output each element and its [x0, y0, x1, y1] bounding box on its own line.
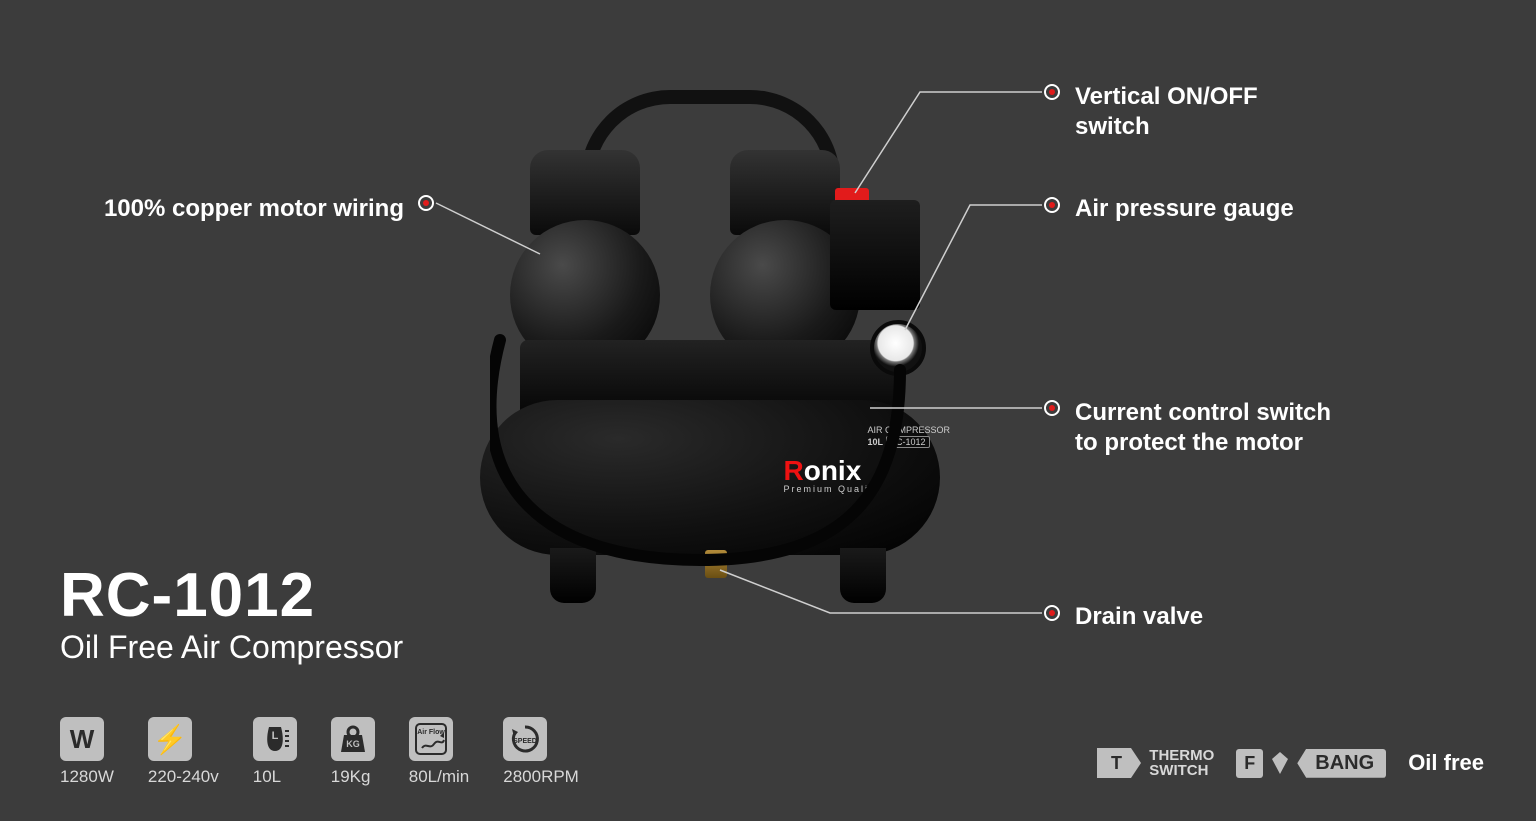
- spec-icon-2: L: [253, 717, 297, 761]
- brand-tagline: Premium Quality: [783, 484, 880, 494]
- brand-initial: R: [783, 455, 803, 486]
- tank-foot-right: [840, 548, 886, 603]
- spec-icon-5: SPEED: [503, 717, 547, 761]
- spec-value-4: 80L/min: [409, 767, 469, 787]
- drain-valve: [705, 550, 727, 578]
- spec-row: W 1280W ⚡ 220-240v L 10L KG 19Kg Air Flow 80L/min…: [60, 717, 579, 787]
- thermo-line2: SWITCH: [1149, 763, 1214, 779]
- thermo-switch-badge: T THERMOSWITCH: [1097, 748, 1214, 780]
- spec-icon-1: ⚡: [148, 717, 192, 761]
- badge-row: T THERMOSWITCH F BANG Oil free: [1097, 748, 1484, 780]
- tank-foot-left: [550, 548, 596, 603]
- callout-marker-gauge: [1044, 197, 1060, 213]
- spec-value-0: 1280W: [60, 767, 114, 787]
- tank-brand-label: Ronix Premium Quality: [783, 455, 880, 494]
- thermo-line1: THERMO: [1149, 748, 1214, 764]
- spec-icon-0: W: [60, 717, 104, 761]
- diamond-icon: [1271, 750, 1289, 776]
- tank-model-text: RC-1012: [886, 436, 930, 448]
- spec-4: Air Flow 80L/min: [409, 717, 469, 787]
- svg-text:T: T: [1111, 753, 1122, 773]
- tank-capacity-text: 10L: [867, 437, 883, 447]
- product-illustration: Ronix Premium Quality AIR COMPRESSOR 10L…: [440, 70, 970, 620]
- callout-onoff: Vertical ON/OFFswitch: [1075, 82, 1258, 142]
- pressure-gauge: [870, 320, 926, 376]
- spec-0: W 1280W: [60, 717, 114, 787]
- spec-1: ⚡ 220-240v: [148, 717, 219, 787]
- oil-free-label: Oil free: [1408, 750, 1484, 776]
- spec-value-3: 19Kg: [331, 767, 371, 787]
- air-tank: Ronix Premium Quality AIR COMPRESSOR 10L…: [480, 400, 940, 555]
- svg-text:KG: KG: [346, 739, 360, 749]
- bang-badge: F BANG: [1236, 749, 1386, 778]
- callout-marker-onoff: [1044, 84, 1060, 100]
- model-number: RC-1012: [60, 560, 403, 631]
- spec-2: L 10L: [253, 717, 297, 787]
- thermo-icon: T: [1097, 748, 1141, 778]
- spec-icon-3: KG: [331, 717, 375, 761]
- spec-5: SPEED 2800RPM: [503, 717, 579, 787]
- brand-rest: onix: [804, 455, 862, 486]
- bang-letter: F: [1236, 749, 1263, 778]
- callout-marker-current: [1044, 400, 1060, 416]
- tank-type-text: AIR COMPRESSOR: [867, 425, 950, 437]
- spec-value-5: 2800RPM: [503, 767, 579, 787]
- tank-model-label: AIR COMPRESSOR 10L RC-1012: [867, 425, 950, 448]
- callout-marker-copper: [418, 195, 434, 211]
- spec-value-2: 10L: [253, 767, 281, 787]
- bang-word: BANG: [1297, 749, 1386, 778]
- callout-marker-drain: [1044, 605, 1060, 621]
- callout-gauge: Air pressure gauge: [1075, 194, 1294, 224]
- callout-copper: 100% copper motor wiring: [104, 194, 404, 224]
- spec-value-1: 220-240v: [148, 767, 219, 787]
- svg-text:L: L: [271, 730, 278, 742]
- svg-text:SPEED: SPEED: [513, 738, 537, 745]
- callout-drain: Drain valve: [1075, 602, 1203, 632]
- product-description: Oil Free Air Compressor: [60, 629, 403, 666]
- switch-box: [830, 200, 920, 310]
- callout-current: Current control switchto protect the mot…: [1075, 398, 1331, 458]
- spec-3: KG 19Kg: [331, 717, 375, 787]
- spec-icon-4: Air Flow: [409, 717, 453, 761]
- title-block: RC-1012 Oil Free Air Compressor: [60, 560, 403, 666]
